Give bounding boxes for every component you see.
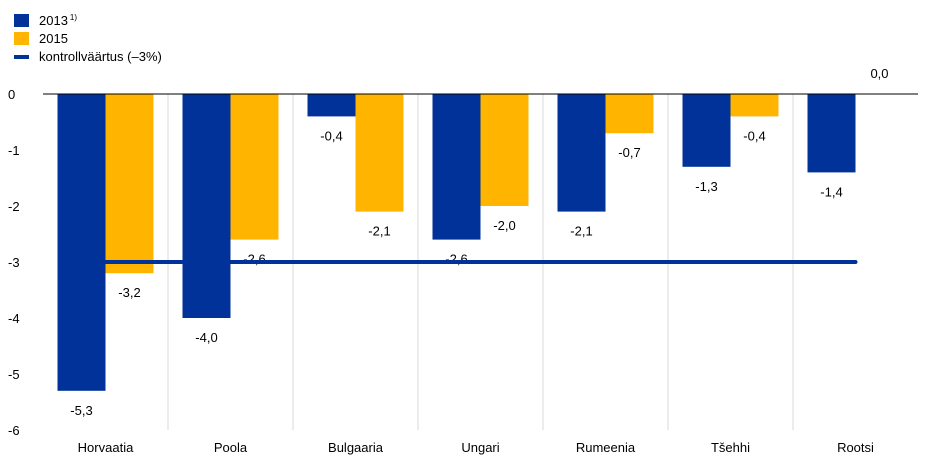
y-tick-label: -4 bbox=[8, 311, 20, 326]
x-tick-label: Bulgaaria bbox=[328, 440, 384, 455]
legend-item-reference: kontrollväärtus (–3%) bbox=[14, 47, 162, 65]
legend-swatch-reference bbox=[14, 54, 29, 59]
data-label: -2,6 bbox=[445, 252, 467, 267]
x-tick-label: Ungari bbox=[461, 440, 499, 455]
bar-2013 bbox=[432, 94, 481, 240]
x-tick-label: Poola bbox=[214, 440, 248, 455]
data-label: -5,3 bbox=[70, 403, 92, 418]
bar-2015 bbox=[480, 94, 529, 206]
y-tick-label: 0 bbox=[8, 87, 15, 102]
bar-2013 bbox=[57, 94, 106, 391]
data-label: -4,0 bbox=[195, 330, 217, 345]
legend-swatch-2013 bbox=[14, 13, 29, 27]
data-label: -2,1 bbox=[570, 224, 592, 239]
bar-2013 bbox=[307, 94, 356, 117]
x-tick-label: Rootsi bbox=[837, 440, 874, 455]
y-tick-label: -2 bbox=[8, 199, 20, 214]
bar-2013 bbox=[682, 94, 731, 167]
data-label: -0,4 bbox=[743, 128, 765, 143]
bar-2015 bbox=[355, 94, 404, 212]
bar-2013 bbox=[182, 94, 231, 318]
legend-footnote-marker: 1) bbox=[69, 12, 78, 22]
legend-label-2015: 2015 bbox=[39, 30, 68, 46]
bar-2015 bbox=[605, 94, 654, 134]
bar-2015 bbox=[730, 94, 779, 117]
data-label: -0,7 bbox=[618, 145, 640, 160]
legend-swatch-2015 bbox=[14, 31, 29, 45]
legend-label-reference: kontrollväärtus (–3%) bbox=[39, 48, 162, 64]
legend-item-2013: 2013 1) bbox=[14, 11, 162, 29]
x-tick-label: Tšehhi bbox=[711, 440, 750, 455]
data-label: -2,6 bbox=[243, 252, 265, 267]
data-label: -1,4 bbox=[820, 184, 842, 199]
x-tick-label: Horvaatia bbox=[78, 440, 134, 455]
bar-2015 bbox=[230, 94, 279, 240]
y-tick-label: -3 bbox=[8, 255, 20, 270]
bar-2013 bbox=[557, 94, 606, 212]
bar-2013 bbox=[807, 94, 856, 173]
data-label: -2,1 bbox=[368, 224, 390, 239]
y-tick-label: -6 bbox=[8, 423, 20, 438]
legend-item-2015: 2015 bbox=[14, 29, 162, 47]
data-label: -2,0 bbox=[493, 218, 515, 233]
y-tick-label: -5 bbox=[8, 367, 20, 382]
y-tick-label: -1 bbox=[8, 143, 20, 158]
data-label: -0,4 bbox=[320, 128, 342, 143]
x-tick-label: Rumeenia bbox=[576, 440, 636, 455]
legend: 2013 1) 2015 kontrollväärtus (–3%) bbox=[14, 11, 162, 65]
bar-2015 bbox=[105, 94, 154, 274]
legend-label-2013: 2013 1) bbox=[39, 12, 78, 28]
data-label: -1,3 bbox=[695, 179, 717, 194]
data-label: 0,0 bbox=[870, 66, 888, 81]
data-label: -3,2 bbox=[118, 285, 140, 300]
